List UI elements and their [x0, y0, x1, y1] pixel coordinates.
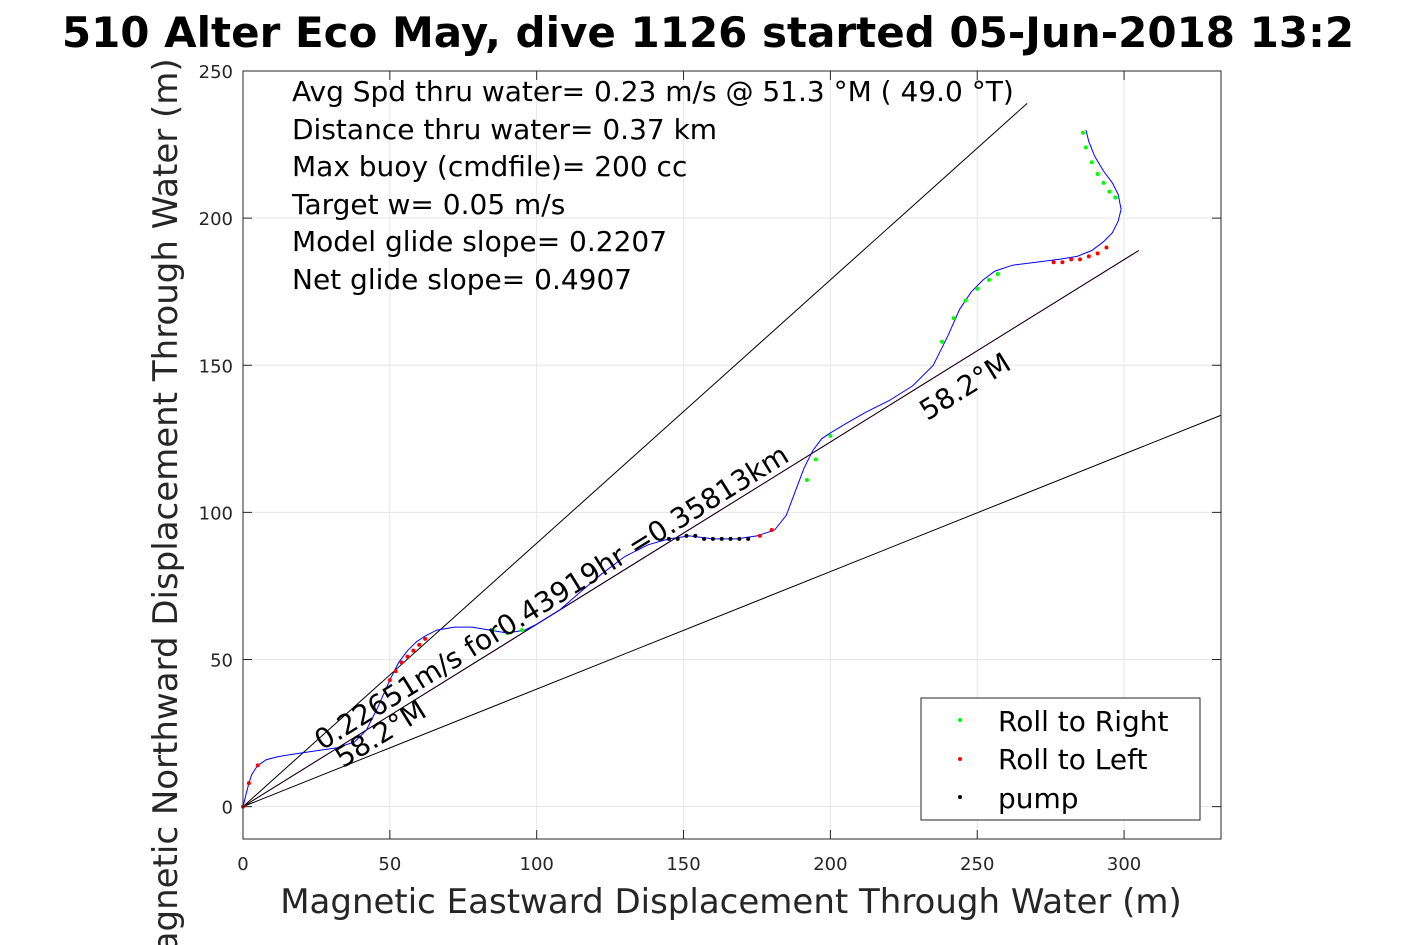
- x-tick-label: 200: [813, 854, 847, 875]
- info-avg-speed: Avg Spd thru water= 0.23 m/s @ 51.3 °M (…: [292, 75, 1014, 108]
- marker-roll-to-left: [393, 669, 398, 674]
- info-text-block: Avg Spd thru water= 0.23 m/s @ 51.3 °M (…: [291, 75, 1014, 296]
- legend-box: [920, 697, 1201, 821]
- plot-frame: [242, 70, 1222, 840]
- legend-marker-pump: [958, 795, 962, 799]
- marker-roll-to-right: [520, 628, 525, 633]
- marker-roll-to-left: [417, 642, 422, 647]
- marker-roll-to-right: [1083, 145, 1088, 150]
- marker-roll-to-left: [1104, 245, 1109, 250]
- y-axis-label: Magnetic Northward Displacement Through …: [146, 58, 186, 945]
- info-net-glide-slope: Net glide slope= 0.4907: [292, 263, 632, 296]
- glider-track-line: [242, 129, 1122, 807]
- y-tick-label: 0: [222, 798, 233, 819]
- marker-roll-to-left: [411, 648, 416, 653]
- chart-title: 510 Alter Eco May, dive 1126 started 05-…: [62, 8, 1354, 57]
- marker-roll-to-left: [405, 654, 410, 659]
- marker-roll-to-right: [1113, 195, 1118, 200]
- marker-pump: [693, 533, 698, 538]
- marker-roll-to-left: [1086, 254, 1091, 259]
- marker-roll-to-right: [1080, 130, 1085, 135]
- marker-pump: [728, 536, 733, 541]
- legend: Roll to Right Roll to Left pump: [920, 697, 1201, 821]
- marker-roll-to-left: [1051, 260, 1056, 265]
- marker-roll-to-left: [1078, 257, 1083, 262]
- marker-roll-to-left: [423, 636, 428, 641]
- marker-roll-to-left: [1069, 257, 1074, 262]
- legend-label-roll-left: Roll to Left: [998, 743, 1147, 776]
- marker-roll-to-left: [1060, 260, 1065, 265]
- x-tick-label: 50: [378, 854, 401, 875]
- legend-marker-roll-left: [958, 757, 962, 761]
- info-distance: Distance thru water= 0.37 km: [292, 113, 717, 146]
- marker-pump: [746, 536, 751, 541]
- x-axis-label: Magnetic Eastward Displacement Through W…: [280, 882, 1182, 922]
- info-max-buoy: Max buoy (cmdfile)= 200 cc: [292, 150, 687, 183]
- marker-roll-to-left: [769, 528, 774, 533]
- marker-roll-to-left: [757, 533, 762, 538]
- legend-label-pump: pump: [998, 782, 1079, 815]
- marker-pump: [684, 533, 689, 538]
- y-tick-label: 50: [210, 651, 233, 672]
- x-tick-label: 150: [666, 854, 700, 875]
- reference-line: [242, 102, 1028, 808]
- x-tick-label: 100: [520, 854, 554, 875]
- y-tick-label: 100: [199, 503, 233, 524]
- reference-lines: [242, 102, 1222, 808]
- legend-label-roll-right: Roll to Right: [998, 705, 1169, 738]
- marker-pump: [737, 536, 742, 541]
- y-tick-label: 250: [199, 62, 233, 83]
- x-tick-label: 250: [960, 854, 994, 875]
- data-markers: [241, 130, 1118, 809]
- marker-roll-to-right: [1107, 189, 1112, 194]
- marker-roll-to-right: [986, 277, 991, 282]
- reference-line: [242, 414, 1222, 808]
- axis-ticks: [242, 70, 1221, 839]
- x-tick-label: 300: [1107, 854, 1141, 875]
- marker-roll-to-right: [975, 286, 980, 291]
- marker-roll-to-right: [1089, 160, 1094, 165]
- y-tick-label: 150: [199, 356, 233, 377]
- marker-roll-to-left: [387, 678, 392, 683]
- marker-roll-to-right: [1101, 180, 1106, 185]
- marker-roll-to-right: [813, 457, 818, 462]
- marker-pump: [666, 536, 671, 541]
- marker-pump: [719, 536, 724, 541]
- plot-area: [241, 70, 1222, 840]
- marker-roll-to-left: [255, 763, 260, 768]
- marker-roll-to-right: [1095, 171, 1100, 176]
- x-tick-label: 0: [237, 854, 248, 875]
- marker-roll-to-left: [246, 781, 251, 786]
- marker-roll-to-right: [963, 298, 968, 303]
- legend-marker-roll-right: [958, 718, 962, 722]
- info-model-glide-slope: Model glide slope= 0.2207: [292, 225, 667, 258]
- marker-roll-to-right: [951, 316, 956, 321]
- marker-pump: [710, 536, 715, 541]
- marker-roll-to-right: [505, 631, 510, 636]
- reference-line: [242, 250, 1140, 808]
- marker-roll-to-left: [399, 660, 404, 665]
- marker-roll-to-left: [1095, 251, 1100, 256]
- info-target-w: Target w= 0.05 m/s: [291, 188, 565, 221]
- marker-roll-to-right: [804, 478, 809, 483]
- marker-pump: [702, 536, 707, 541]
- marker-roll-to-right: [939, 339, 944, 344]
- y-tick-label: 200: [199, 209, 233, 230]
- grid-lines: [242, 70, 1221, 839]
- marker-roll-to-right: [490, 628, 495, 633]
- tick-labels: 0 50 100 150 200 250 300 0 50 100 150 200 250: [199, 62, 1142, 875]
- marker-pump: [675, 536, 680, 541]
- marker-roll-to-right: [995, 272, 1000, 277]
- marker-roll-to-right: [828, 433, 833, 438]
